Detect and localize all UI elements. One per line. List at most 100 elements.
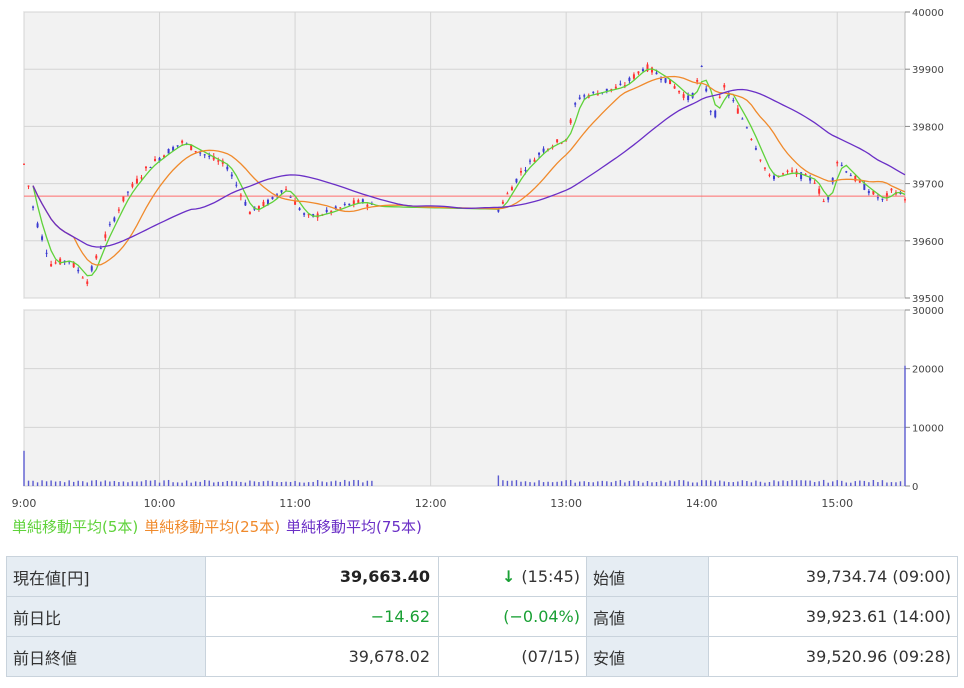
volume-bar bbox=[154, 480, 156, 486]
volume-bar bbox=[190, 482, 192, 486]
candle bbox=[199, 152, 202, 154]
volume-bar bbox=[158, 482, 161, 486]
volume-bar bbox=[759, 481, 762, 486]
candle bbox=[872, 191, 875, 195]
candle bbox=[782, 173, 785, 175]
volume-bar bbox=[560, 481, 563, 486]
candle bbox=[95, 255, 98, 259]
volume-bar bbox=[54, 481, 57, 486]
candle bbox=[208, 155, 211, 157]
volume-bar bbox=[271, 481, 274, 486]
volume-bar bbox=[321, 481, 323, 486]
volume-bar bbox=[118, 481, 120, 486]
change-label: 前日比 bbox=[6, 596, 206, 637]
volume-bar bbox=[827, 482, 829, 486]
volume-bar bbox=[628, 480, 631, 486]
candle bbox=[863, 183, 866, 190]
volume-bar bbox=[854, 481, 857, 486]
candle bbox=[881, 198, 884, 200]
y-tick-label: 39700 bbox=[912, 180, 944, 191]
volume-bar bbox=[208, 480, 210, 486]
y-tick-label: 39600 bbox=[912, 237, 944, 248]
volume-bar bbox=[524, 481, 527, 486]
volume-bar bbox=[167, 479, 170, 486]
candle bbox=[135, 178, 138, 184]
volume-bar bbox=[113, 480, 116, 486]
volume-bar bbox=[235, 481, 238, 486]
volume-bar bbox=[262, 481, 265, 486]
x-tick-label: 12:00 bbox=[415, 497, 447, 510]
candle bbox=[59, 258, 62, 265]
candle bbox=[831, 177, 834, 183]
x-tick-label: 9:00 bbox=[12, 497, 37, 510]
volume-bar bbox=[50, 480, 52, 486]
volume-bar bbox=[371, 480, 373, 486]
candle bbox=[583, 95, 586, 97]
volume-bar bbox=[127, 482, 129, 486]
volume-bar bbox=[335, 480, 337, 486]
volume-bar bbox=[673, 481, 676, 486]
volume-bar bbox=[339, 481, 341, 486]
volume-bar bbox=[606, 481, 608, 486]
volume-bar bbox=[813, 482, 816, 486]
candle bbox=[113, 217, 116, 222]
volume-bar bbox=[691, 482, 694, 486]
candle bbox=[276, 194, 279, 197]
volume-bar bbox=[904, 365, 906, 486]
candle bbox=[849, 175, 852, 177]
volume-bar bbox=[240, 481, 242, 486]
y-tick-label: 30000 bbox=[912, 306, 944, 317]
quote-table: 現在値[円] 39,663.40 ↓ (15:45) 始値 39,734.74 (… bbox=[6, 556, 958, 677]
volume-bar bbox=[637, 481, 640, 486]
volume-bar bbox=[91, 480, 93, 486]
volume-bar bbox=[163, 480, 165, 486]
y-tick-label: 10000 bbox=[912, 423, 944, 434]
volume-bar bbox=[624, 482, 626, 486]
volume-bar bbox=[231, 481, 233, 486]
volume-bar bbox=[800, 480, 802, 486]
volume-bar bbox=[312, 481, 314, 486]
candle bbox=[176, 145, 179, 147]
volume-bar bbox=[520, 481, 522, 486]
volume-bar bbox=[822, 479, 825, 486]
candle bbox=[203, 154, 206, 156]
candle bbox=[230, 174, 233, 177]
volume-bar bbox=[569, 479, 572, 486]
candle bbox=[727, 93, 730, 96]
volume-bar bbox=[100, 481, 102, 486]
volume-bar bbox=[249, 480, 251, 486]
chart-legend: 単純移動平均(5本) 単純移動平均(25本) 単純移動平均(75本) bbox=[12, 516, 428, 537]
volume-bar bbox=[194, 481, 197, 486]
candle bbox=[235, 184, 238, 186]
candle bbox=[678, 90, 681, 93]
candle bbox=[334, 206, 337, 209]
volume-bar bbox=[298, 482, 301, 486]
candle bbox=[357, 200, 360, 203]
volume-bar bbox=[23, 450, 25, 486]
volume-bar bbox=[145, 480, 147, 486]
candle bbox=[298, 208, 301, 210]
volume-bar bbox=[615, 480, 617, 486]
volume-bar bbox=[357, 480, 360, 486]
candle bbox=[248, 212, 251, 215]
volume-bar bbox=[185, 480, 188, 486]
volume-bar bbox=[610, 482, 613, 486]
candle bbox=[303, 213, 306, 215]
candle bbox=[343, 203, 346, 205]
current-price-time: (15:45) bbox=[521, 567, 580, 586]
candle bbox=[854, 175, 857, 181]
volume-bar bbox=[258, 482, 260, 486]
volume-bar bbox=[777, 481, 780, 486]
candle bbox=[578, 97, 581, 99]
volume-bar bbox=[750, 482, 753, 486]
volume-bar bbox=[506, 480, 509, 486]
candle bbox=[212, 156, 215, 160]
candle bbox=[655, 72, 658, 75]
candle bbox=[262, 201, 265, 206]
candle bbox=[637, 71, 640, 74]
y-tick-label: 39800 bbox=[912, 122, 944, 133]
candle bbox=[226, 166, 229, 170]
candle bbox=[786, 170, 789, 172]
volume-bar bbox=[588, 482, 590, 486]
candle bbox=[190, 144, 193, 151]
